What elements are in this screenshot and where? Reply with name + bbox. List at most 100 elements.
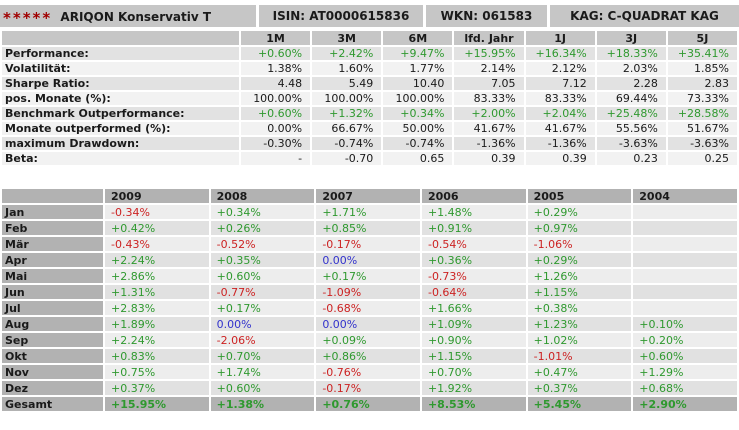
- month-row: Apr +2.24% +0.35% 0.00% +0.36% +0.29%: [2, 253, 737, 267]
- monthly-value-cell: +0.60%: [210, 381, 315, 395]
- metric-value-cell: 4.48: [241, 77, 311, 90]
- metric-value-cell: -: [241, 152, 311, 165]
- metric-value-cell: +2.04%: [525, 107, 595, 120]
- fund-isin: ISIN: AT0000615836: [259, 5, 423, 27]
- monthly-value-cell: -0.64%: [421, 285, 526, 299]
- metric-value-cell: +0.60%: [241, 107, 311, 120]
- metric-row-label: Benchmark Outperformance:: [2, 107, 239, 120]
- metric-value-cell: +28.58%: [667, 107, 737, 120]
- metric-value-cell: +2.42%: [312, 47, 382, 60]
- metric-value-cell: +16.34%: [525, 47, 595, 60]
- period-column-header: 6M: [383, 31, 453, 45]
- monthly-value-cell: 0.00%: [210, 317, 315, 331]
- month-row: Jun +1.31% -0.77% -1.09% -0.64% +1.15%: [2, 285, 737, 299]
- metric-row-label: pos. Monate (%):: [2, 92, 239, 105]
- metric-value-cell: 5.49: [312, 77, 382, 90]
- month-row-label: Nov: [2, 365, 103, 379]
- monthly-value-cell: +1.29%: [633, 365, 737, 379]
- metric-value-cell: +9.47%: [383, 47, 453, 60]
- monthly-value-cell: [633, 221, 737, 235]
- metric-value-cell: -3.63%: [667, 137, 737, 150]
- metric-value-cell: 83.33%: [525, 92, 595, 105]
- month-row: Sep +2.24% -2.06% +0.09% +0.90% +1.02% +0.20%: [2, 333, 737, 347]
- monthly-value-cell: +1.31%: [105, 285, 209, 299]
- monthly-value-cell: +0.68%: [633, 381, 737, 395]
- total-value-cell: +1.38%: [210, 397, 315, 411]
- metric-value-cell: -1.36%: [454, 137, 524, 150]
- monthly-value-cell: -0.43%: [105, 237, 209, 251]
- monthly-value-cell: [633, 285, 737, 299]
- fund-name: ARIQON Konservativ T: [60, 10, 212, 24]
- monthly-value-cell: -0.34%: [105, 205, 209, 219]
- year-column-header: 2008: [210, 189, 315, 203]
- month-row-label: Dez: [2, 381, 103, 395]
- monthly-value-cell: +0.29%: [527, 253, 632, 267]
- monthly-value-cell: +0.75%: [105, 365, 209, 379]
- metric-row-label: Sharpe Ratio:: [2, 77, 239, 90]
- monthly-value-cell: -0.17%: [316, 237, 420, 251]
- total-row: Gesamt +15.95% +1.38% +0.76% +8.53% +5.45% +2.…: [2, 397, 737, 411]
- monthly-value-cell: +0.35%: [210, 253, 315, 267]
- monthly-value-cell: [633, 269, 737, 283]
- monthly-value-cell: +0.60%: [210, 269, 315, 283]
- metric-value-cell: 41.67%: [454, 122, 524, 135]
- metric-value-cell: 2.03%: [596, 62, 666, 75]
- metric-value-cell: +0.60%: [241, 47, 311, 60]
- month-row-label: Feb: [2, 221, 103, 235]
- monthly-value-cell: +1.89%: [105, 317, 209, 331]
- month-row-label: Mai: [2, 269, 103, 283]
- monthly-value-cell: -0.52%: [210, 237, 315, 251]
- monthly-value-cell: 0.00%: [316, 317, 420, 331]
- monthly-value-cell: 0.00%: [316, 253, 420, 267]
- metrics-table: 1M 3M 6M lfd. Jahr 1J 3J 5J Performance: +0.60%…: [0, 29, 739, 167]
- monthly-value-cell: +0.97%: [527, 221, 632, 235]
- monthly-value-cell: +0.85%: [316, 221, 420, 235]
- metric-value-cell: -0.70: [312, 152, 382, 165]
- metric-value-cell: 1.38%: [241, 62, 311, 75]
- monthly-value-cell: +1.15%: [421, 349, 526, 363]
- monthly-value-cell: +0.83%: [105, 349, 209, 363]
- metrics-table-body: Performance: +0.60% +2.42% +9.47% +15.95% +16…: [2, 47, 737, 165]
- monthly-value-cell: +0.17%: [210, 301, 315, 315]
- monthly-value-cell: +2.24%: [105, 253, 209, 267]
- total-row-label: Gesamt: [2, 397, 103, 411]
- metric-row: Sharpe Ratio: 4.48 5.49 10.40 7.05 7.12 2.28 2.…: [2, 77, 737, 90]
- monthly-value-cell: -1.09%: [316, 285, 420, 299]
- rating-stars-icon: *****: [3, 9, 53, 27]
- metric-value-cell: 1.85%: [667, 62, 737, 75]
- metric-value-cell: 1.77%: [383, 62, 453, 75]
- monthly-value-cell: +1.02%: [527, 333, 632, 347]
- monthly-value-cell: +1.74%: [210, 365, 315, 379]
- monthly-value-cell: +0.60%: [633, 349, 737, 363]
- monthly-value-cell: +1.09%: [421, 317, 526, 331]
- monthly-value-cell: +0.34%: [210, 205, 315, 219]
- metric-row: pos. Monate (%): 100.00% 100.00% 100.00% 83.…: [2, 92, 737, 105]
- metric-value-cell: 0.23: [596, 152, 666, 165]
- years-header-row: 2009 2008 2007 2006 2005 2004: [2, 189, 737, 203]
- monthly-table-body: Jan -0.34% +0.34% +1.71% +1.48% +0.29% Feb +0.4…: [2, 205, 737, 411]
- monthly-value-cell: +0.42%: [105, 221, 209, 235]
- metric-value-cell: 69.44%: [596, 92, 666, 105]
- month-row-label: Sep: [2, 333, 103, 347]
- monthly-value-cell: +0.38%: [527, 301, 632, 315]
- metric-value-cell: 7.05: [454, 77, 524, 90]
- metric-value-cell: 0.00%: [241, 122, 311, 135]
- monthly-value-cell: +0.70%: [421, 365, 526, 379]
- monthly-value-cell: -0.54%: [421, 237, 526, 251]
- monthly-value-cell: +0.90%: [421, 333, 526, 347]
- period-column-header: 3M: [312, 31, 382, 45]
- total-value-cell: +8.53%: [421, 397, 526, 411]
- metric-value-cell: +25.48%: [596, 107, 666, 120]
- monthly-value-cell: +0.70%: [210, 349, 315, 363]
- metric-value-cell: -1.36%: [525, 137, 595, 150]
- month-row: Jul +2.83% +0.17% -0.68% +1.66% +0.38%: [2, 301, 737, 315]
- metric-row: Monate outperformed (%): 0.00% 66.67% 50.00…: [2, 122, 737, 135]
- metric-value-cell: -0.30%: [241, 137, 311, 150]
- monthly-value-cell: [633, 253, 737, 267]
- month-row-label: Aug: [2, 317, 103, 331]
- month-row-label: Apr: [2, 253, 103, 267]
- monthly-value-cell: +1.48%: [421, 205, 526, 219]
- month-row-label: Jul: [2, 301, 103, 315]
- monthly-value-cell: +1.92%: [421, 381, 526, 395]
- monthly-value-cell: -0.17%: [316, 381, 420, 395]
